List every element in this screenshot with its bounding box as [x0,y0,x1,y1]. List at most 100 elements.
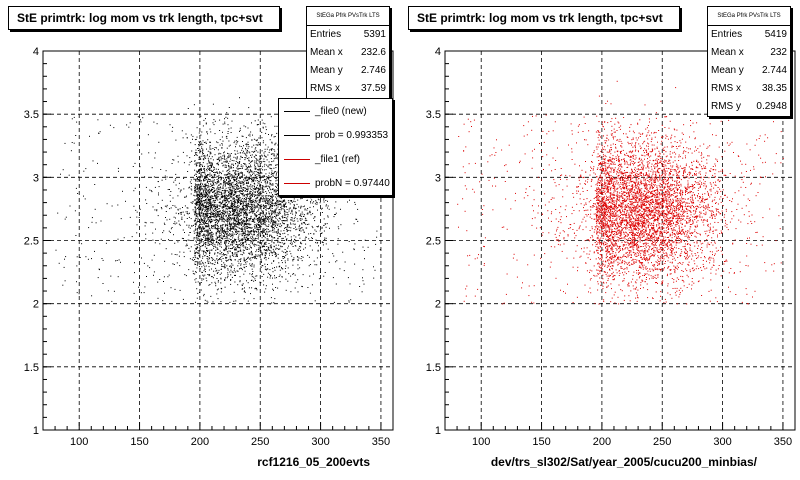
data-point [258,218,260,220]
data-point [203,200,205,202]
data-point [278,220,279,222]
data-point [323,224,325,226]
data-point [291,201,293,203]
data-point [215,206,217,208]
data-point [304,209,306,211]
data-point [244,270,246,272]
data-point [256,215,258,216]
data-point [161,208,163,210]
data-point [255,167,257,169]
data-point [197,221,199,223]
data-point [278,211,280,213]
data-point [214,147,216,148]
data-point [281,242,283,244]
data-point [277,144,279,146]
data-point [263,257,265,259]
data-point [145,222,147,224]
data-point [198,158,200,160]
data-point [262,185,264,187]
data-point [273,227,275,228]
data-point [304,196,306,198]
data-point [266,177,268,179]
data-point [200,217,202,219]
data-point [310,197,312,199]
data-point [234,210,236,212]
data-point [250,223,252,225]
data-point [261,231,263,233]
data-point [240,156,242,158]
data-point [231,222,233,224]
data-point [201,228,203,230]
data-point [217,260,219,262]
data-point [230,153,232,154]
data-point [194,206,196,208]
data-point [173,159,175,161]
data-point [261,205,263,207]
data-point [301,222,303,224]
data-point [237,247,239,249]
data-point [64,142,66,144]
data-point [229,211,231,212]
data-point [248,235,250,237]
data-point [244,204,246,206]
data-point [205,213,206,215]
data-point [255,171,257,173]
data-point [276,212,278,214]
data-point [243,235,245,237]
data-point [243,246,245,248]
data-point [204,176,206,178]
data-point [276,173,277,175]
data-point [260,172,262,174]
data-point [224,233,226,235]
data-point [287,259,289,261]
data-point [238,224,240,226]
data-point [266,200,268,202]
data-point [276,204,278,206]
data-point [203,270,205,272]
data-point [274,209,276,211]
data-point [212,163,213,165]
data-point [234,224,235,226]
data-point [195,211,197,213]
data-point [298,210,300,212]
data-point [238,238,240,240]
data-point [254,162,256,164]
data-point [259,155,261,157]
data-point [215,209,217,211]
data-point [175,184,177,186]
data-point [207,196,209,198]
data-point [283,243,285,245]
data-point [226,251,228,253]
data-point [164,224,166,225]
data-point [240,233,242,235]
data-point [290,195,292,197]
data-point [200,168,202,170]
data-point [199,176,201,178]
data-point [246,247,248,249]
data-point [230,193,232,195]
data-point [258,244,260,246]
data-point [275,142,277,144]
data-point [217,162,219,164]
data-point [144,176,146,178]
data-point [240,219,242,221]
data-point [196,187,198,189]
data-point [279,203,281,205]
data-point [196,215,197,217]
data-point [265,223,267,225]
data-point [253,193,255,195]
data-point [275,177,277,179]
data-point [229,255,231,257]
data-point [260,168,262,170]
data-point [282,222,284,224]
data-point [221,207,223,209]
data-point [237,270,239,272]
data-point [280,209,282,211]
data-point [248,159,250,161]
data-point [253,180,255,182]
data-point [333,255,335,257]
data-point [201,155,203,157]
data-point [225,116,227,118]
data-point [254,148,256,150]
data-point [266,199,268,201]
